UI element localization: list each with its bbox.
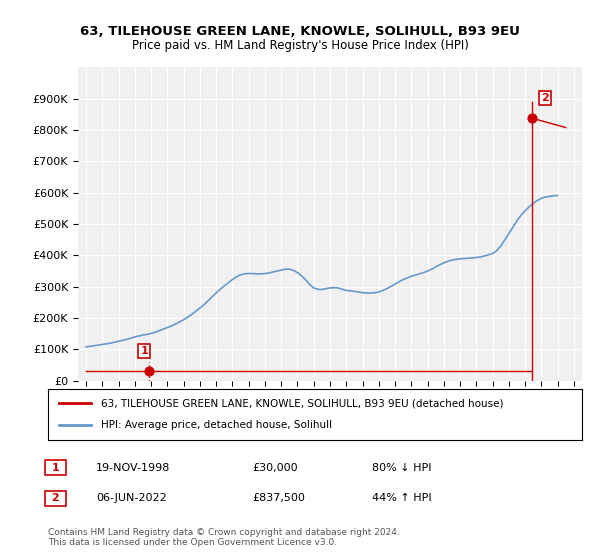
Text: 63, TILEHOUSE GREEN LANE, KNOWLE, SOLIHULL, B93 9EU (detached house): 63, TILEHOUSE GREEN LANE, KNOWLE, SOLIHU… <box>101 398 504 408</box>
Text: Price paid vs. HM Land Registry's House Price Index (HPI): Price paid vs. HM Land Registry's House … <box>131 39 469 52</box>
Text: 06-JUN-2022: 06-JUN-2022 <box>96 493 167 503</box>
Text: 1: 1 <box>48 463 64 473</box>
Text: 63, TILEHOUSE GREEN LANE, KNOWLE, SOLIHULL, B93 9EU: 63, TILEHOUSE GREEN LANE, KNOWLE, SOLIHU… <box>80 25 520 38</box>
Text: HPI: Average price, detached house, Solihull: HPI: Average price, detached house, Soli… <box>101 421 332 431</box>
Text: 2: 2 <box>48 493 64 503</box>
Text: 80% ↓ HPI: 80% ↓ HPI <box>372 463 431 473</box>
Text: 19-NOV-1998: 19-NOV-1998 <box>96 463 170 473</box>
Text: 2: 2 <box>541 93 549 103</box>
Text: Contains HM Land Registry data © Crown copyright and database right 2024.
This d: Contains HM Land Registry data © Crown c… <box>48 528 400 547</box>
Text: £30,000: £30,000 <box>252 463 298 473</box>
Text: £837,500: £837,500 <box>252 493 305 503</box>
Point <box>527 114 537 123</box>
Text: 1: 1 <box>140 346 148 356</box>
Text: 44% ↑ HPI: 44% ↑ HPI <box>372 493 431 503</box>
Point <box>145 367 154 376</box>
